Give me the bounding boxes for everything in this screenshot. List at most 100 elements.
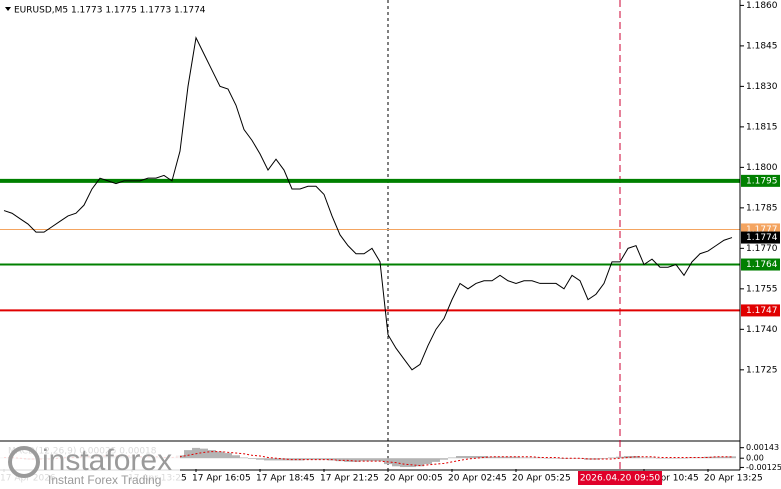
- x-tick-label: 20 Apr 00:05: [384, 474, 443, 484]
- macd-bar: [232, 455, 240, 459]
- macd-bar: [504, 456, 512, 459]
- x-tick-label: 17 Apr 18:45: [256, 474, 315, 484]
- x-tick-label: 17 Apr 21:25: [320, 474, 379, 484]
- macd-bar: [408, 458, 416, 468]
- x-tick-label: 20 Apr 05:25: [512, 474, 571, 484]
- y-tick-label: 0.00143: [746, 443, 779, 452]
- macd-bar: [440, 458, 448, 460]
- y-tick-label: 0.00: [746, 454, 764, 463]
- watermark-brand: instaforex: [42, 444, 172, 477]
- level-label: 1.1777: [746, 225, 778, 235]
- macd-bar: [192, 447, 200, 459]
- macd-bar: [208, 450, 216, 459]
- macd-bar: [640, 457, 648, 459]
- macd-bar: [544, 458, 552, 459]
- macd-bar: [240, 457, 248, 459]
- macd-bar: [496, 456, 504, 459]
- macd-bar: [656, 458, 664, 459]
- macd-bar: [560, 458, 568, 459]
- cursor-time-box: [578, 471, 662, 485]
- macd-bar: [416, 458, 424, 467]
- level-label-box: [741, 258, 780, 271]
- macd-bar: [456, 456, 464, 459]
- macd-bar: [464, 456, 472, 459]
- level-label: 1.1764: [746, 260, 778, 270]
- macd-bar: [304, 458, 312, 460]
- macd-bar: [720, 456, 728, 459]
- level-label: 1.1747: [746, 306, 778, 316]
- macd-bar: [712, 456, 720, 459]
- y-tick-label: 1.1860: [746, 1, 778, 11]
- macd-bar: [592, 458, 600, 460]
- macd-bar: [312, 458, 320, 460]
- macd-bar: [248, 458, 256, 459]
- title-icon: [5, 7, 11, 11]
- macd-bar: [272, 458, 280, 461]
- macd-bar: [512, 456, 520, 459]
- macd-bar: [728, 456, 736, 459]
- macd-bar: [376, 458, 384, 462]
- macd-bar: [648, 457, 656, 459]
- y-tick-label: 1.1815: [746, 122, 778, 132]
- macd-bar: [352, 458, 360, 462]
- watermark-logo: [8, 446, 40, 478]
- cursor-time-label: 2026.04.20 09:50: [580, 474, 661, 484]
- macd-bar: [264, 458, 272, 461]
- x-tick-label: 20 Apr 13:25: [704, 474, 763, 484]
- current-price-label: 1.1774: [746, 233, 778, 243]
- macd-bar: [600, 458, 608, 459]
- chart-title: EURUSD,M5 1.1773 1.1775 1.1773 1.1774: [14, 6, 206, 16]
- y-tick-label: 1.1845: [746, 41, 778, 51]
- macd-bar: [200, 448, 208, 459]
- macd-bar: [224, 453, 232, 459]
- current-price-box: [741, 231, 780, 244]
- macd-bar: [320, 458, 328, 460]
- macd-bar: [536, 457, 544, 459]
- macd-bar: [184, 450, 192, 459]
- macd-bar: [680, 458, 688, 459]
- macd-bar: [336, 458, 344, 462]
- macd-bar: [360, 458, 368, 462]
- y-tick-label: 1.1785: [746, 203, 778, 213]
- macd-bar: [480, 456, 488, 459]
- x-tick-label: 17 Apr 16:05: [192, 474, 251, 484]
- macd-bar: [488, 456, 496, 459]
- y-tick-label: 1.1770: [746, 244, 778, 254]
- macd-bar: [696, 457, 704, 459]
- x-tick-label: 20 Apr 10:45: [640, 474, 699, 484]
- macd-bar: [448, 457, 456, 459]
- macd-bar: [368, 458, 376, 462]
- level-label-box: [741, 174, 780, 187]
- macd-bar: [400, 458, 408, 468]
- macd-bar: [216, 451, 224, 459]
- x-tick-label: 20 Apr 02:45: [448, 474, 507, 484]
- macd-bar: [616, 456, 624, 459]
- macd-bar: [576, 458, 584, 459]
- y-tick-label: 1.1725: [746, 365, 778, 375]
- macd-bar: [704, 456, 712, 459]
- macd-bar: [432, 458, 440, 462]
- watermark-tagline: Instant Forex Trading: [48, 473, 161, 487]
- level-label-box: [741, 304, 780, 317]
- price-line: [3, 36, 733, 371]
- macd-bar: [568, 458, 576, 459]
- macd-bar: [552, 458, 560, 459]
- macd-bar: [472, 456, 480, 459]
- y-tick-label: 1.1755: [746, 284, 778, 294]
- macd-bar: [688, 457, 696, 459]
- y-tick-label: 1.1740: [746, 325, 778, 335]
- macd-bar: [584, 458, 592, 460]
- macd-bar: [520, 457, 528, 459]
- macd-bar: [608, 457, 616, 459]
- macd-bar: [664, 458, 672, 459]
- macd-bar: [424, 458, 432, 465]
- macd-bar: [384, 458, 392, 465]
- y-tick-label: 1.1800: [746, 163, 778, 173]
- macd-bar: [632, 456, 640, 459]
- macd-bar: [528, 457, 536, 459]
- y-tick-label: -0.00125: [746, 463, 781, 472]
- macd-bar: [256, 458, 264, 460]
- macd-bar: [624, 456, 632, 459]
